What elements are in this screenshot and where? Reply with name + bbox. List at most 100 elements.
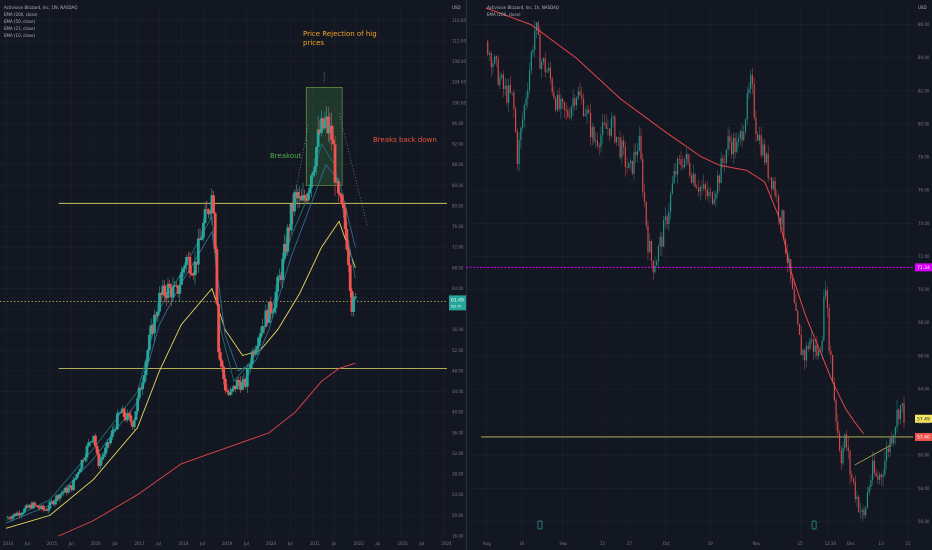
- right-candle-body: [732, 137, 734, 155]
- left-legend-symbol[interactable]: Activision Blizzard, Inc, 1W, NASDAQ: [4, 5, 78, 10]
- left-candle-body: [183, 265, 187, 269]
- right-candle-body: [565, 109, 567, 111]
- right-candle-body: [786, 252, 788, 263]
- left-x-tick-4: 2016: [91, 541, 102, 546]
- left-candle-body: [94, 435, 97, 447]
- right-legend-ema-200[interactable]: EMA (200, close): [487, 12, 521, 17]
- left-y-tick-23: 24.00: [452, 492, 464, 497]
- left-candle-body: [348, 265, 352, 292]
- left-candle-body: [218, 352, 222, 361]
- right-candle-body: [513, 92, 515, 109]
- left-candle-body: [306, 193, 310, 201]
- right-candle-body: [805, 346, 808, 361]
- left-x-tick-16: 2022: [354, 541, 365, 546]
- left-legend-ema-200[interactable]: EMA (200, close): [4, 12, 38, 17]
- left-candle-body: [304, 197, 308, 201]
- right-candle-body: [772, 180, 774, 189]
- right-candle-body: [708, 192, 710, 196]
- left-legend-ema-21[interactable]: EMA (21, close): [4, 26, 36, 31]
- right-candle-body: [581, 95, 583, 99]
- right-candle-body: [584, 114, 586, 116]
- left-candle-body: [213, 213, 217, 250]
- right-candle-body: [563, 102, 565, 110]
- right-candle-body: [609, 128, 611, 136]
- right-candle-body: [675, 171, 677, 175]
- left-weekly-chart[interactable]: 116.00 112.00 108.00 104.00 100.00 96.00 92.00…: [0, 0, 466, 550]
- left-candle-body: [11, 515, 15, 519]
- left-y-tick-2: 108.00: [452, 59, 466, 64]
- right-candle-body: [697, 188, 700, 192]
- left-candle-body: [299, 196, 303, 201]
- left-candle-body: [249, 364, 253, 369]
- right-candle-body: [778, 196, 780, 218]
- right-candle-body: [791, 278, 794, 289]
- left-candle-body: [119, 412, 123, 414]
- right-candle-body: [523, 105, 525, 120]
- left-y-tick-0: 116.00: [452, 18, 466, 23]
- left-trend-up-dotted: [292, 123, 309, 207]
- left-candle-body: [264, 310, 268, 327]
- right-candle-body: [600, 134, 602, 147]
- left-candle-body: [230, 389, 234, 392]
- right-candle-body: [713, 199, 715, 204]
- right-candle-body: [638, 135, 640, 151]
- right-candle-body: [896, 409, 898, 428]
- right-candle-body: [870, 480, 872, 488]
- right-candle-body: [544, 58, 546, 73]
- right-candle-body: [610, 118, 613, 136]
- right-candle-body: [621, 140, 623, 158]
- left-candle-body: [124, 416, 128, 421]
- right-x-tick-12: 21: [906, 541, 912, 546]
- left-legend-ema-10[interactable]: EMA (10, close): [4, 33, 36, 38]
- right-x-tick-1: 16: [519, 541, 525, 546]
- right-candle-body: [562, 98, 564, 103]
- right-hourly-chart[interactable]: 86.00 84.00 82.00 80.00 78.00 76.00 74.00 72.00…: [466, 0, 932, 550]
- left-y-tick-12: 68.00: [452, 265, 464, 270]
- left-candle-body: [112, 429, 116, 431]
- annotation-rejection-line1: Price Rejection of hig: [303, 30, 377, 38]
- left-candle-body: [110, 430, 114, 438]
- right-candle-body: [751, 75, 754, 85]
- right-candle-body: [664, 216, 666, 221]
- right-candle-body: [760, 135, 762, 156]
- right-candle-body: [784, 239, 787, 253]
- right-candle-body: [795, 302, 797, 311]
- right-candle-body: [509, 85, 511, 93]
- left-candle-body: [347, 249, 350, 266]
- right-candle-body: [567, 110, 569, 117]
- right-candle-body: [589, 112, 592, 138]
- right-candle-body: [774, 180, 776, 196]
- right-candle-body: [840, 450, 842, 464]
- right-candle-body: [511, 92, 513, 93]
- left-candle-body: [178, 284, 182, 294]
- left-candle-body: [321, 118, 325, 129]
- pane-divider[interactable]: [466, 0, 467, 550]
- left-legend-ema-50[interactable]: EMA (50, close): [4, 19, 36, 24]
- left-candle-body: [232, 385, 236, 390]
- left-candle-body: [352, 298, 355, 312]
- right-candle-body: [689, 162, 691, 176]
- right-candle-body: [847, 447, 849, 452]
- right-candle-body: [903, 403, 905, 423]
- right-x-tick-11: 13: [879, 541, 885, 546]
- left-candle-body: [247, 368, 251, 369]
- left-candle-body: [338, 193, 342, 196]
- left-candle-body: [83, 457, 87, 461]
- right-candle-body: [577, 91, 579, 98]
- right-candle-body: [877, 476, 879, 480]
- right-candle-body: [640, 135, 642, 160]
- right-candle-body: [598, 145, 600, 147]
- red-price-badge-value: 57.40: [917, 434, 930, 440]
- left-candle-body: [99, 459, 102, 466]
- right-candle-body: [718, 175, 720, 184]
- left-candle-body: [202, 222, 205, 238]
- right-legend-symbol[interactable]: Activision Blizzard, Inc, 1h, NASDAQ: [487, 5, 559, 10]
- left-candle-body: [271, 312, 274, 314]
- left-price-badge-countdown: 5D 7h: [451, 304, 461, 308]
- left-candle-body: [26, 505, 30, 508]
- right-candle-body: [802, 350, 804, 356]
- left-candle-body: [203, 209, 207, 223]
- right-candle-body: [487, 41, 489, 55]
- left-candle-body: [225, 390, 229, 392]
- left-candle-body: [100, 456, 104, 460]
